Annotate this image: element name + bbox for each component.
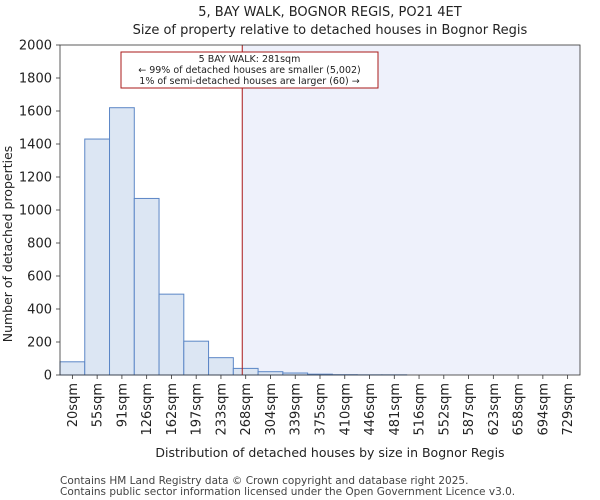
y-tick-label: 0 (44, 369, 52, 384)
footer-line-1: Contains HM Land Registry data © Crown c… (60, 475, 468, 487)
y-tick-label: 400 (27, 303, 52, 318)
annotation-line-2: ← 99% of detached houses are smaller (5,… (138, 65, 361, 76)
x-tick-label: 304sqm (264, 383, 279, 436)
bar-126sqm (133, 197, 160, 376)
x-tick-label: 587sqm (462, 383, 477, 436)
chart-title: 5, BAY WALK, BOGNOR REGIS, PO21 4ET (198, 5, 461, 20)
bar-20sqm (59, 361, 86, 376)
x-tick-label: 481sqm (388, 383, 403, 436)
property-annotation: 5 BAY WALK: 281sqm ← 99% of detached hou… (120, 51, 379, 89)
bar-268sqm (232, 367, 259, 376)
bar-233sqm (208, 357, 234, 376)
y-axis-ticks: 0 200 400 600 800 1000 1200 1400 1600 1800 2000 (19, 39, 60, 384)
x-tick-label: 126sqm (140, 383, 155, 436)
x-tick-label: 20sqm (66, 383, 81, 427)
x-tick-label: 268sqm (239, 383, 254, 436)
y-tick-label: 600 (27, 270, 52, 285)
x-tick-label: 516sqm (413, 383, 428, 436)
x-tick-label: 552sqm (437, 383, 452, 436)
x-tick-label: 91sqm (115, 383, 130, 427)
larger-than-property-region (242, 45, 580, 375)
annotation-line-3: 1% of semi-detached houses are larger (6… (139, 76, 359, 87)
footer-line-2: Contains public sector information licen… (60, 486, 515, 498)
x-tick-label: 410sqm (338, 383, 353, 436)
x-tick-label: 197sqm (190, 383, 205, 436)
x-tick-label: 375sqm (314, 383, 329, 436)
y-tick-label: 800 (27, 237, 52, 252)
x-tick-label: 623sqm (487, 383, 502, 436)
x-tick-label: 446sqm (363, 383, 378, 436)
x-tick-label: 694sqm (536, 383, 551, 436)
y-tick-label: 1200 (19, 171, 52, 186)
x-tick-label: 729sqm (561, 383, 576, 436)
bar-91sqm (109, 107, 135, 376)
y-tick-label: 1000 (19, 204, 52, 219)
y-tick-label: 200 (27, 336, 52, 351)
annotation-line-1: 5 BAY WALK: 281sqm (199, 54, 301, 65)
y-tick-label: 1600 (19, 105, 52, 120)
bar-197sqm (183, 340, 210, 376)
y-tick-label: 2000 (19, 39, 52, 54)
annotation-box (120, 51, 379, 89)
histogram-bars (59, 107, 408, 376)
x-tick-label: 55sqm (91, 383, 106, 427)
x-tick-label: 339sqm (289, 383, 304, 436)
x-axis-ticks: 20sqm 55sqm 91sqm 126sqm 162sqm 197sqm 233sqm 2… (66, 375, 576, 436)
y-tick-label: 1800 (19, 72, 52, 87)
chart-subtitle: Size of property relative to detached ho… (133, 23, 528, 38)
y-axis-label: Number of detached properties (0, 146, 15, 343)
bar-55sqm (84, 138, 111, 376)
bar-304sqm (257, 371, 284, 376)
x-tick-label: 233sqm (214, 383, 229, 436)
x-tick-label: 658sqm (512, 383, 527, 436)
bar-162sqm (158, 293, 185, 376)
y-tick-label: 1400 (19, 138, 52, 153)
x-tick-label: 162sqm (165, 383, 180, 436)
x-axis-label: Distribution of detached houses by size … (155, 445, 504, 460)
